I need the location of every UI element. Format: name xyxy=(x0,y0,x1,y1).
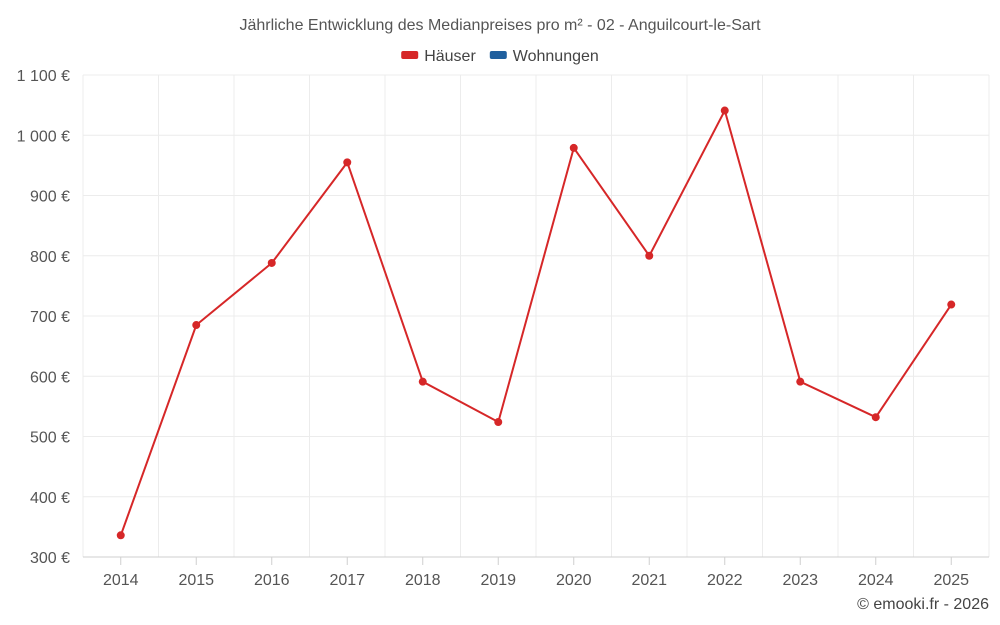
data-point[interactable] xyxy=(569,143,578,152)
data-point[interactable] xyxy=(720,106,729,115)
x-tick-label: 2023 xyxy=(782,572,818,589)
y-tick-label: 300 € xyxy=(30,550,70,567)
x-tick-label: 2021 xyxy=(631,572,667,589)
legend-swatch xyxy=(489,51,507,59)
x-axis: 2014 2015 2016 2017 2018 2019 2020 2021 2022 2023… xyxy=(83,556,989,589)
x-tick-label: 2014 xyxy=(103,572,139,589)
y-tick-label: 800 € xyxy=(30,249,70,266)
data-point[interactable] xyxy=(192,321,201,330)
x-tick-label: 2024 xyxy=(858,572,894,589)
x-tick-label: 2016 xyxy=(254,572,290,589)
y-axis: 300 € 400 € 500 € 600 € 700 € 800 € 900 € 1 000… xyxy=(17,68,70,567)
y-tick-label: 1 100 € xyxy=(17,68,70,85)
legend-label: Wohnungen xyxy=(513,48,599,65)
data-point[interactable] xyxy=(418,377,427,386)
chart-title: Jährliche Entwicklung des Medianpreises … xyxy=(239,17,761,34)
credit-text: © emooki.fr - 2026 xyxy=(857,596,989,613)
y-tick-label: 600 € xyxy=(30,369,70,386)
series-group xyxy=(116,106,956,540)
legend-item[interactable]: Wohnungen xyxy=(489,48,599,65)
data-point[interactable] xyxy=(494,418,503,427)
y-tick-label: 700 € xyxy=(30,309,70,326)
x-tick-label: 2017 xyxy=(329,572,365,589)
x-tick-label: 2022 xyxy=(707,572,743,589)
data-point[interactable] xyxy=(796,377,805,386)
x-tick-label: 2020 xyxy=(556,572,592,589)
x-tick-label: 2025 xyxy=(933,572,969,589)
legend-label: Häuser xyxy=(424,48,476,65)
data-point[interactable] xyxy=(871,413,880,422)
y-tick-label: 500 € xyxy=(30,430,70,447)
data-point[interactable] xyxy=(343,158,352,167)
legend: Häuser Wohnungen xyxy=(401,48,599,65)
series-line xyxy=(119,109,953,536)
x-tick-label: 2019 xyxy=(480,572,516,589)
data-point[interactable] xyxy=(947,300,956,309)
legend-swatch xyxy=(401,51,419,59)
legend-item[interactable]: Häuser xyxy=(401,48,476,65)
data-point[interactable] xyxy=(116,531,125,540)
y-tick-label: 900 € xyxy=(30,189,70,206)
data-point[interactable] xyxy=(645,251,654,260)
data-point[interactable] xyxy=(267,258,276,267)
x-tick-label: 2018 xyxy=(405,572,441,589)
y-tick-label: 1 000 € xyxy=(17,128,70,145)
x-tick-label: 2015 xyxy=(178,572,214,589)
grid xyxy=(82,74,990,557)
y-tick-label: 400 € xyxy=(30,490,70,507)
